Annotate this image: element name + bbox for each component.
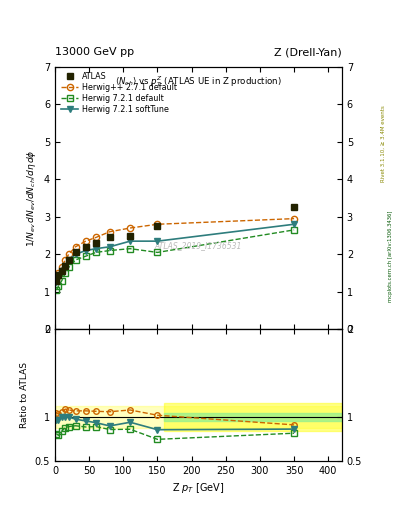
Y-axis label: Ratio to ATLAS: Ratio to ATLAS	[20, 362, 29, 428]
Text: 13000 GeV pp: 13000 GeV pp	[55, 47, 134, 57]
Text: Rivet 3.1.10, ≥ 3.4M events: Rivet 3.1.10, ≥ 3.4M events	[381, 105, 386, 182]
Text: $\langle N_{ch}\rangle$ vs $p^Z_T$ (ATLAS UE in Z production): $\langle N_{ch}\rangle$ vs $p^Z_T$ (ATLA…	[115, 74, 282, 90]
Text: Z (Drell-Yan): Z (Drell-Yan)	[274, 47, 342, 57]
Legend: ATLAS, Herwig++ 2.7.1 default, Herwig 7.2.1 default, Herwig 7.2.1 softTune: ATLAS, Herwig++ 2.7.1 default, Herwig 7.…	[59, 71, 178, 116]
Bar	[164, 413, 342, 421]
Y-axis label: $1/N_{ev}\,dN_{ev}/dN_{ch}/d\eta\,d\phi$: $1/N_{ev}\,dN_{ev}/dN_{ch}/d\eta\,d\phi$	[26, 149, 39, 247]
Text: mcplots.cern.ch [arXiv:1306.3436]: mcplots.cern.ch [arXiv:1306.3436]	[388, 210, 393, 302]
X-axis label: Z $p_T$ [GeV]: Z $p_T$ [GeV]	[172, 481, 225, 495]
Bar	[164, 403, 342, 431]
Bar	[55, 407, 342, 428]
Text: ATLAS_2019_I1736531: ATLAS_2019_I1736531	[155, 241, 242, 250]
